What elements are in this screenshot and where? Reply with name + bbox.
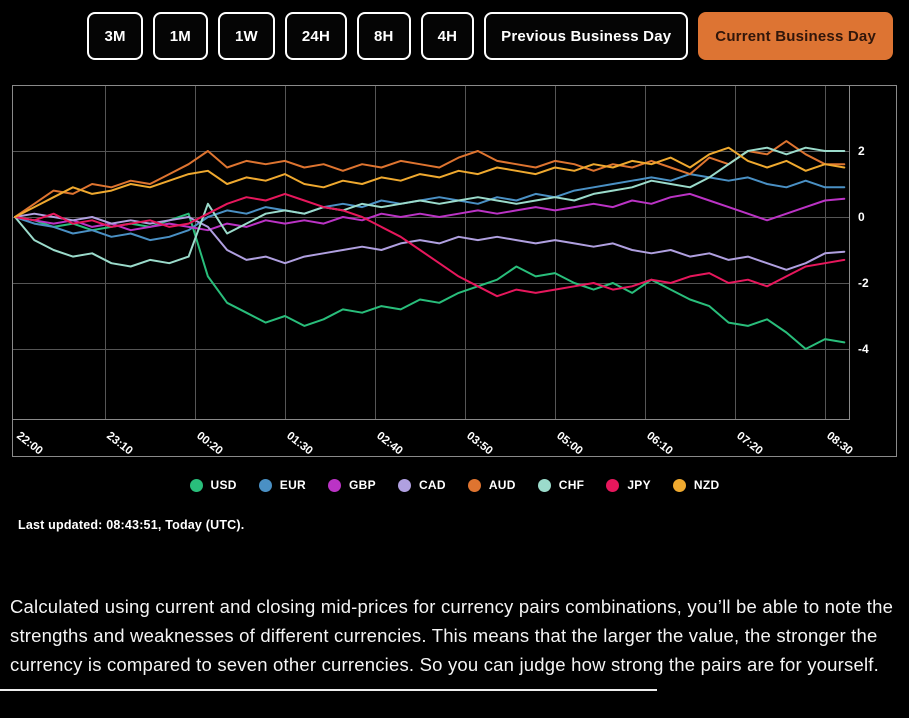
x-axis-tick-label: 08:30 xyxy=(824,430,855,457)
x-axis-tick-label: 05:00 xyxy=(554,430,585,457)
legend-item-cad[interactable]: CAD xyxy=(397,478,446,492)
bottom-divider xyxy=(0,689,657,691)
legend-label: USD xyxy=(210,478,237,492)
legend-dot-gbp xyxy=(328,478,342,492)
y-axis-tick-label: 0 xyxy=(858,210,865,224)
series-line-chf xyxy=(14,146,846,268)
legend-label: GBP xyxy=(349,478,376,492)
legend-item-jpy[interactable]: JPY xyxy=(606,478,651,492)
legend-dot-usd xyxy=(189,478,203,492)
legend-item-chf[interactable]: CHF xyxy=(537,478,585,492)
timeframe-toolbar: 3M 1M 1W 24H 8H 4H Previous Business Day… xyxy=(0,0,909,60)
x-axis-tick-label: 22:00 xyxy=(14,430,45,457)
legend-label: AUD xyxy=(488,478,516,492)
previous-business-day-button[interactable]: Previous Business Day xyxy=(484,12,689,60)
legend-label: NZD xyxy=(693,478,720,492)
timeframe-button-1w[interactable]: 1W xyxy=(217,12,275,60)
last-updated-text: Last updated: 08:43:51, Today (UTC). xyxy=(18,518,245,532)
legend-item-gbp[interactable]: GBP xyxy=(328,478,376,492)
timeframe-button-3m[interactable]: 3M xyxy=(87,12,143,60)
y-axis-tick-label: -4 xyxy=(858,342,869,356)
legend-item-nzd[interactable]: NZD xyxy=(672,478,720,492)
legend-dot-jpy xyxy=(606,478,620,492)
description-text: Calculated using current and closing mid… xyxy=(10,596,894,675)
series-line-aud xyxy=(14,140,846,218)
series-line-jpy xyxy=(14,192,846,298)
legend-dot-eur xyxy=(258,478,272,492)
series-line-gbp xyxy=(14,192,846,232)
timeframe-button-24h[interactable]: 24H xyxy=(284,12,348,60)
y-axis-tick-label: -2 xyxy=(858,276,869,290)
legend-item-aud[interactable]: AUD xyxy=(467,478,516,492)
timeframe-button-4h[interactable]: 4H xyxy=(420,12,475,60)
timeframe-button-8h[interactable]: 8H xyxy=(357,12,411,60)
legend-label: CHF xyxy=(558,478,585,492)
x-axis-tick-label: 02:40 xyxy=(374,430,405,457)
series-line-nzd xyxy=(14,146,846,218)
x-axis-tick-label: 00:20 xyxy=(194,430,225,457)
series-line-usd xyxy=(14,212,846,350)
timeframe-button-1m[interactable]: 1M xyxy=(152,12,208,60)
series-line-eur xyxy=(14,173,846,242)
x-axis-tick-label: 23:10 xyxy=(104,430,135,457)
series-line-cad xyxy=(14,212,846,271)
x-axis-tick-label: 06:10 xyxy=(644,430,675,457)
legend-label: CAD xyxy=(418,478,446,492)
currency-strength-chart: 2 0 -2 -4 22:00 23:10 00:20 01:30 02:40 03:50 05:0… xyxy=(12,85,897,457)
legend-dot-aud xyxy=(467,478,481,492)
legend-item-eur[interactable]: EUR xyxy=(258,478,307,492)
legend-dot-chf xyxy=(537,478,551,492)
legend-label: JPY xyxy=(627,478,651,492)
legend-label: EUR xyxy=(279,478,307,492)
x-axis-tick-label: 03:50 xyxy=(464,430,495,457)
current-business-day-button[interactable]: Current Business Day xyxy=(698,12,893,60)
x-axis-tick-label: 07:20 xyxy=(734,430,765,457)
y-axis-tick-label: 2 xyxy=(858,144,865,158)
x-axis-tick-label: 01:30 xyxy=(284,430,315,457)
chart-panel: 2 0 -2 -4 22:00 23:10 00:20 01:30 02:40 03:50 05:0… xyxy=(12,85,897,457)
legend-item-usd[interactable]: USD xyxy=(189,478,237,492)
chart-legend: USD EUR GBP CAD AUD CHF JPY NZD xyxy=(0,478,909,492)
legend-dot-nzd xyxy=(672,478,686,492)
legend-dot-cad xyxy=(397,478,411,492)
